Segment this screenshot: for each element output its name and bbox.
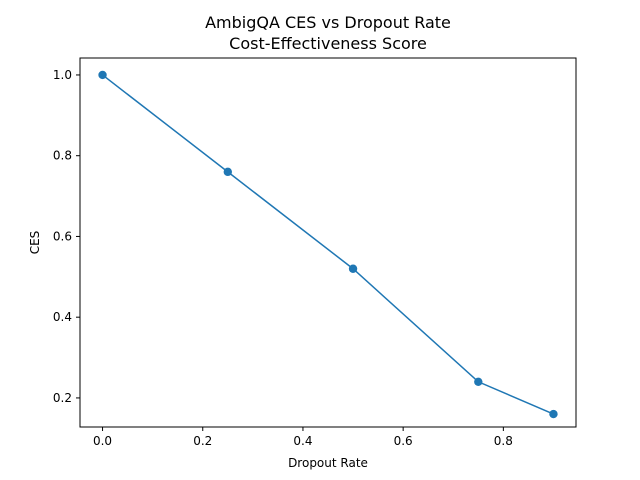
chart-subtitle: Cost-Effectiveness Score — [229, 34, 427, 53]
x-tick-label: 0.6 — [394, 434, 413, 448]
x-tick-label: 0.8 — [494, 434, 513, 448]
y-tick-label: 0.8 — [53, 149, 72, 163]
x-tick-label: 0.4 — [293, 434, 312, 448]
data-point — [223, 167, 232, 177]
y-tick-label: 1.0 — [53, 68, 72, 82]
x-tick-label: 0.0 — [93, 434, 112, 448]
y-tick-label: 0.4 — [53, 310, 72, 324]
data-point — [474, 377, 483, 386]
x-axis-ticks: 0.0 0.2 0.4 0.6 0.8 — [93, 427, 513, 448]
data-point — [98, 70, 107, 80]
data-point — [549, 409, 558, 419]
y-axis-ticks: 0.2 0.4 0.6 0.8 1.0 — [53, 68, 80, 405]
x-axis-label: Dropout Rate — [288, 456, 368, 470]
plot-frame — [79, 57, 577, 428]
chart-title: AmbigQA CES vs Dropout Rate — [205, 13, 451, 32]
data-point — [348, 264, 358, 273]
y-axis-label: CES — [28, 231, 42, 255]
series-line — [102, 74, 554, 415]
series-layer — [98, 70, 558, 419]
y-tick-label: 0.6 — [53, 229, 72, 243]
y-tick-label: 0.2 — [53, 391, 72, 405]
x-tick-label: 0.2 — [193, 434, 212, 448]
